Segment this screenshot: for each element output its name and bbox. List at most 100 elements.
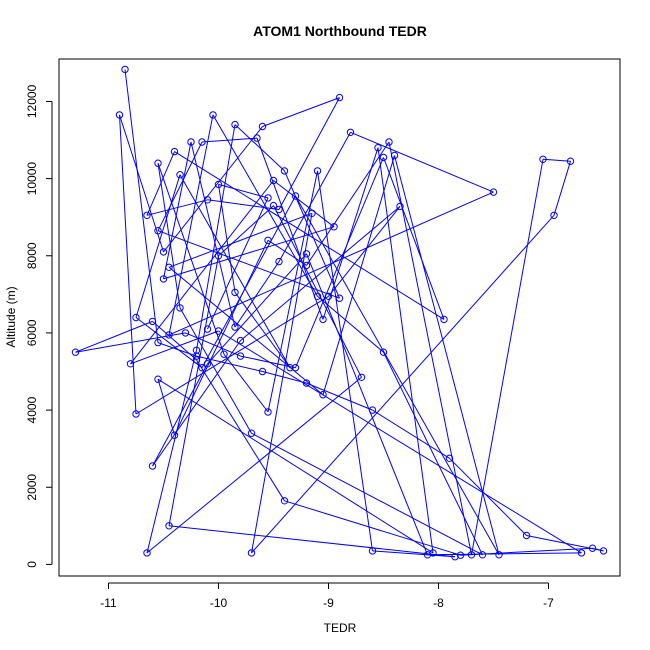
series-segment (372, 409, 450, 459)
data-point (335, 93, 344, 102)
data-point (143, 211, 151, 220)
series-segment (350, 131, 494, 193)
data-point (159, 248, 168, 256)
data-point (467, 551, 476, 559)
data-point (121, 65, 129, 74)
data-point (324, 292, 333, 300)
series-segment (157, 141, 203, 231)
series-segment (135, 317, 203, 369)
series-segment (256, 137, 324, 320)
series-segment (317, 295, 384, 353)
data-point (302, 379, 311, 387)
series-segment (130, 180, 274, 365)
data-point (220, 350, 228, 358)
data-point (236, 352, 245, 360)
data-point (275, 257, 283, 266)
series-segment (190, 141, 236, 328)
data-point (236, 336, 245, 345)
y-tick-label: 10000 (25, 162, 39, 196)
series-segment (273, 205, 362, 378)
data-point (385, 138, 393, 146)
series-segment (218, 330, 582, 554)
x-tick-label: -10 (210, 596, 228, 610)
series-segment (75, 332, 186, 353)
data-point (429, 549, 437, 557)
data-point (539, 155, 547, 164)
series-segment (278, 132, 351, 262)
data-point (214, 327, 223, 335)
data-point (247, 549, 256, 557)
series-segment (267, 239, 307, 266)
series-segment (152, 321, 197, 361)
series-segment (273, 180, 335, 228)
series-segment (201, 195, 296, 368)
data-point (148, 462, 157, 470)
data-point (280, 497, 289, 505)
data-point (599, 547, 608, 555)
data-point (154, 375, 162, 383)
y-tick-label: 6000 (25, 319, 39, 346)
chart-title: ATOM1 Northbound TEDR (253, 23, 427, 39)
series-segment (179, 174, 291, 368)
plot-area (71, 65, 608, 561)
data-point (231, 120, 239, 129)
series-segment (383, 351, 483, 556)
data-point (291, 192, 300, 200)
x-axis-label: TEDR (324, 621, 357, 635)
data-point (440, 315, 448, 324)
series-segment (157, 230, 340, 299)
data-point (132, 410, 140, 418)
data-point (566, 157, 575, 165)
data-point (154, 338, 162, 347)
series-segment (168, 212, 313, 268)
data-point (346, 128, 355, 137)
series-segment (240, 206, 401, 341)
data-point (275, 205, 283, 214)
data-point (588, 544, 597, 552)
y-tick-label: 12000 (25, 84, 39, 118)
series-segment (157, 379, 175, 436)
data-point (357, 373, 366, 381)
x-axis: -11 -10 -9 -8 -7 (100, 582, 554, 610)
series-segment (174, 240, 269, 436)
data-point (550, 211, 558, 220)
series-segment (207, 197, 269, 330)
series-segment (157, 163, 181, 308)
data-point (198, 138, 206, 146)
y-tick-label: 4000 (25, 396, 39, 423)
series-segment (218, 184, 236, 293)
data-point (368, 406, 377, 414)
series-segment (322, 155, 395, 395)
data-point (313, 167, 322, 175)
series-segment (383, 157, 445, 320)
series-segment (306, 382, 373, 411)
data-point (132, 313, 140, 322)
data-point (203, 325, 212, 333)
data-point (319, 391, 327, 399)
series-segment (234, 124, 285, 172)
series-segment (146, 199, 208, 216)
series-segment (157, 378, 434, 554)
data-point (291, 364, 300, 372)
series-segment (449, 457, 527, 536)
series-segment (542, 158, 571, 162)
series-segment (135, 174, 181, 318)
y-tick-label: 2000 (25, 474, 39, 501)
data-point (154, 159, 162, 167)
series-segment (163, 226, 335, 280)
x-tick-label: -11 (100, 596, 117, 610)
series-segment (174, 151, 445, 320)
data-point (115, 111, 124, 119)
series-segment (240, 355, 296, 369)
data-point (165, 522, 173, 530)
data-point (143, 549, 151, 557)
data-point (269, 176, 278, 185)
data-point (577, 549, 586, 557)
data-point (187, 138, 195, 146)
series-segment (377, 147, 434, 553)
data-point (489, 188, 498, 196)
series-segment (388, 141, 472, 555)
data-point (258, 367, 267, 376)
data-point (280, 167, 289, 175)
series-segment (234, 292, 291, 368)
